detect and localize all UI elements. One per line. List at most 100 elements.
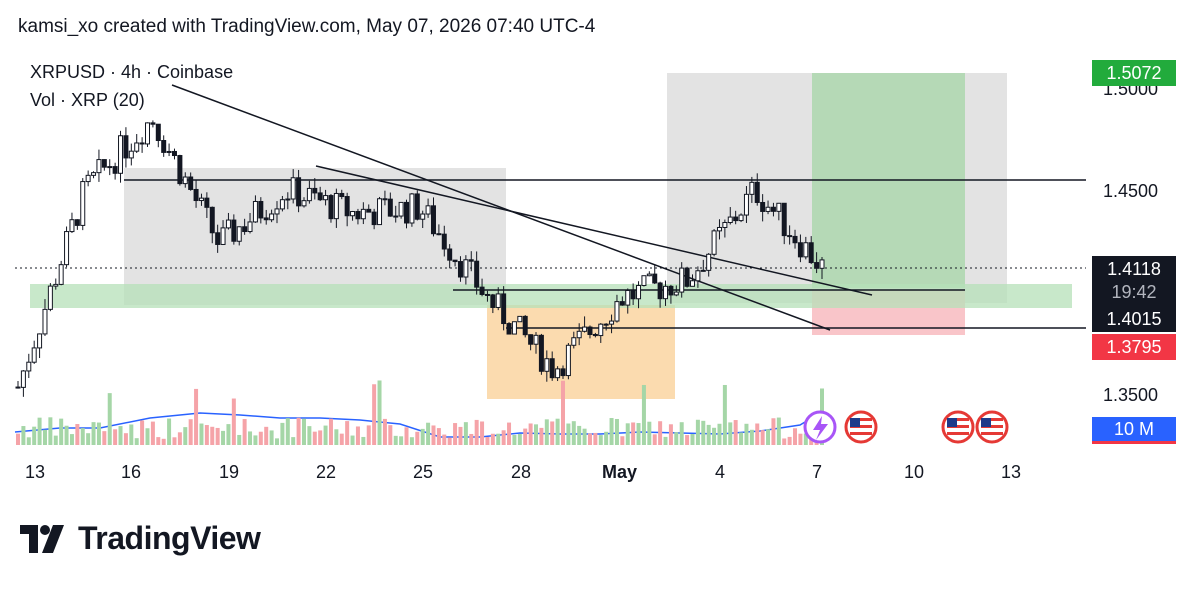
volume-bar <box>339 433 344 445</box>
time-tick: 4 <box>715 462 726 482</box>
candle-body <box>533 334 539 345</box>
volume-bar <box>426 422 431 445</box>
volume-bar <box>517 434 522 445</box>
volume-bar <box>16 433 20 445</box>
volume-bar <box>803 433 808 445</box>
volume-bar <box>237 434 242 445</box>
volume-bar <box>787 436 792 445</box>
time-tick: May <box>602 462 638 482</box>
volume-bar <box>32 426 37 445</box>
volume-bar <box>695 419 700 445</box>
volume-bar <box>604 431 609 445</box>
volume-bar <box>37 417 42 445</box>
candle-body <box>684 267 690 287</box>
time-tick: 10 <box>904 462 925 482</box>
symbol-legend: XRPUSD · 4h · Coinbase <box>30 62 234 82</box>
volume-bar <box>399 436 404 445</box>
volume-bar <box>172 437 177 445</box>
volume-bar <box>652 434 657 445</box>
lightning-event-icon[interactable] <box>803 410 837 444</box>
candle-body <box>188 176 194 190</box>
time-tick: 28 <box>511 462 532 482</box>
volume-bar <box>409 437 414 445</box>
candle-body <box>393 215 399 218</box>
candle-body <box>819 259 825 269</box>
volume-bar <box>776 417 781 445</box>
volume-bar <box>782 438 787 445</box>
candle-body <box>646 273 652 277</box>
stop-price-badge: 1.3795 <box>1092 334 1176 360</box>
volume-bar <box>210 426 215 445</box>
candle-body <box>355 211 361 220</box>
candle-body <box>517 315 523 323</box>
volume-bar <box>431 425 436 445</box>
candle-body <box>776 202 782 212</box>
volume-bar <box>113 429 118 445</box>
volume-bar <box>75 424 80 445</box>
volume-bar <box>793 428 798 445</box>
volume-bar <box>798 433 803 445</box>
volume-bar <box>285 418 290 445</box>
volume-bar <box>102 431 107 445</box>
candle-body <box>657 282 663 300</box>
time-tick: 13 <box>1001 462 1022 482</box>
volume-bar <box>771 418 776 445</box>
candle-body <box>80 181 86 226</box>
volume-bar <box>129 424 134 445</box>
us-flag-icon[interactable] <box>975 410 1009 444</box>
volume-bar <box>733 420 738 445</box>
candle-body <box>420 213 426 220</box>
candle-body <box>198 197 204 202</box>
volume-bar <box>625 423 630 445</box>
price-chart[interactable] <box>0 0 1200 500</box>
candle-body <box>274 208 280 215</box>
volume-bar <box>744 423 749 445</box>
volume-legend: Vol · XRP (20) <box>30 90 145 110</box>
candle-body <box>641 275 647 286</box>
volume-bar <box>26 437 31 445</box>
us-flag-icon[interactable] <box>941 410 975 444</box>
volume-bar <box>447 437 452 445</box>
volume-bar <box>420 428 425 445</box>
volume-bar <box>42 429 47 445</box>
candle-body <box>598 323 604 337</box>
accumulation-box <box>487 305 675 399</box>
volume-bar <box>204 425 209 445</box>
volume-bar <box>717 423 722 445</box>
volume-bar <box>388 425 393 445</box>
volume-bar <box>663 436 668 445</box>
volume-bar <box>404 427 409 445</box>
time-tick: 22 <box>316 462 337 482</box>
candle-body <box>366 208 372 213</box>
candle-body <box>463 259 469 278</box>
candle-body <box>150 122 156 125</box>
volume-bar <box>382 418 387 445</box>
target-price-badge: 1.5072 <box>1092 60 1176 86</box>
volume-bar <box>749 429 754 445</box>
candle-body <box>252 200 258 223</box>
tradingview-logo[interactable]: TradingView <box>20 520 261 557</box>
volume-bar <box>123 433 128 445</box>
bar-countdown: 19:42 <box>1111 282 1157 302</box>
volume-bar <box>156 437 161 445</box>
volume-bar <box>199 423 204 445</box>
candle-body <box>614 301 620 322</box>
candle-body <box>609 320 615 325</box>
candle-body <box>484 293 490 296</box>
candle-body <box>350 211 356 217</box>
candle-body <box>770 206 776 212</box>
volume-bar <box>145 428 150 445</box>
volume-bar <box>560 380 565 445</box>
candle-body <box>155 123 161 142</box>
volume-bar <box>582 428 587 445</box>
us-flag-icon[interactable] <box>844 410 878 444</box>
volume-bar <box>453 423 458 445</box>
volume-bar <box>188 419 193 445</box>
candle-body <box>522 315 528 336</box>
volume-bar <box>183 427 188 445</box>
candle-body <box>592 333 598 337</box>
candle-body <box>301 200 307 207</box>
candle-body <box>743 193 749 216</box>
volume-bar <box>636 423 641 445</box>
candle-body <box>490 294 496 308</box>
